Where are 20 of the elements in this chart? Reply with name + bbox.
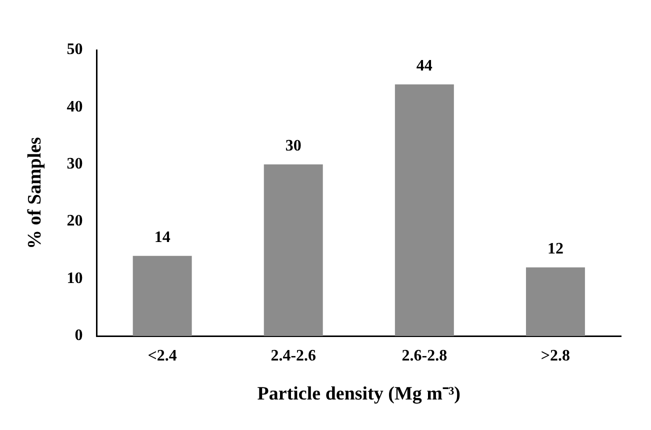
x-axis-title: Particle density (Mg m⁻³) — [257, 384, 461, 405]
data-label: 30 — [285, 138, 302, 155]
y-axis-title: % of Samples — [24, 137, 46, 249]
bar — [526, 267, 585, 336]
data-label: 12 — [547, 240, 564, 258]
y-tick-label: 40 — [66, 98, 83, 116]
x-tick-label: >2.8 — [540, 348, 570, 365]
y-tick-label: 30 — [66, 156, 83, 173]
data-label: 44 — [416, 57, 432, 74]
y-tick-label: 20 — [66, 212, 83, 230]
bar — [394, 84, 454, 336]
y-tick-label: 10 — [66, 270, 83, 287]
bar — [132, 256, 192, 336]
data-label: 14 — [154, 229, 170, 246]
bar — [264, 164, 323, 336]
y-tick-label: 0 — [74, 327, 83, 344]
x-tick-label: <2.4 — [148, 348, 177, 365]
x-tick-label: 2.4-2.6 — [270, 348, 316, 365]
y-tick-label: 50 — [66, 41, 83, 58]
x-tick-label: 2.6-2.8 — [402, 348, 448, 365]
